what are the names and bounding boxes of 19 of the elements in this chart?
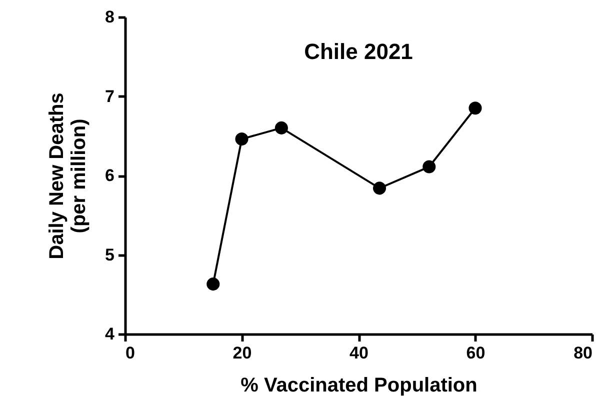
y-tick-label: 7 (105, 86, 114, 106)
text: Chile 2021 (304, 39, 413, 64)
y-axis-title: Daily New Deaths (per million) (46, 92, 90, 260)
point (422, 160, 436, 174)
y-tick-label: 8 (105, 8, 114, 26)
x-tick-label: 60 (466, 344, 486, 362)
x-axis-title: % Vaccinated Population (240, 374, 478, 396)
x-tick-label: 40 (350, 344, 368, 362)
point (372, 182, 386, 195)
point (274, 121, 288, 134)
y-tick-label: 6 (105, 166, 114, 185)
y-tick-label: 5 (105, 245, 114, 264)
x-tick-label: 0 (126, 344, 135, 362)
y-tick-label: 4 (105, 324, 116, 344)
point (468, 102, 482, 115)
x-tick-label: 80 (574, 344, 592, 362)
point (206, 278, 220, 291)
x-tick-label: 20 (232, 344, 252, 362)
point (235, 132, 248, 146)
